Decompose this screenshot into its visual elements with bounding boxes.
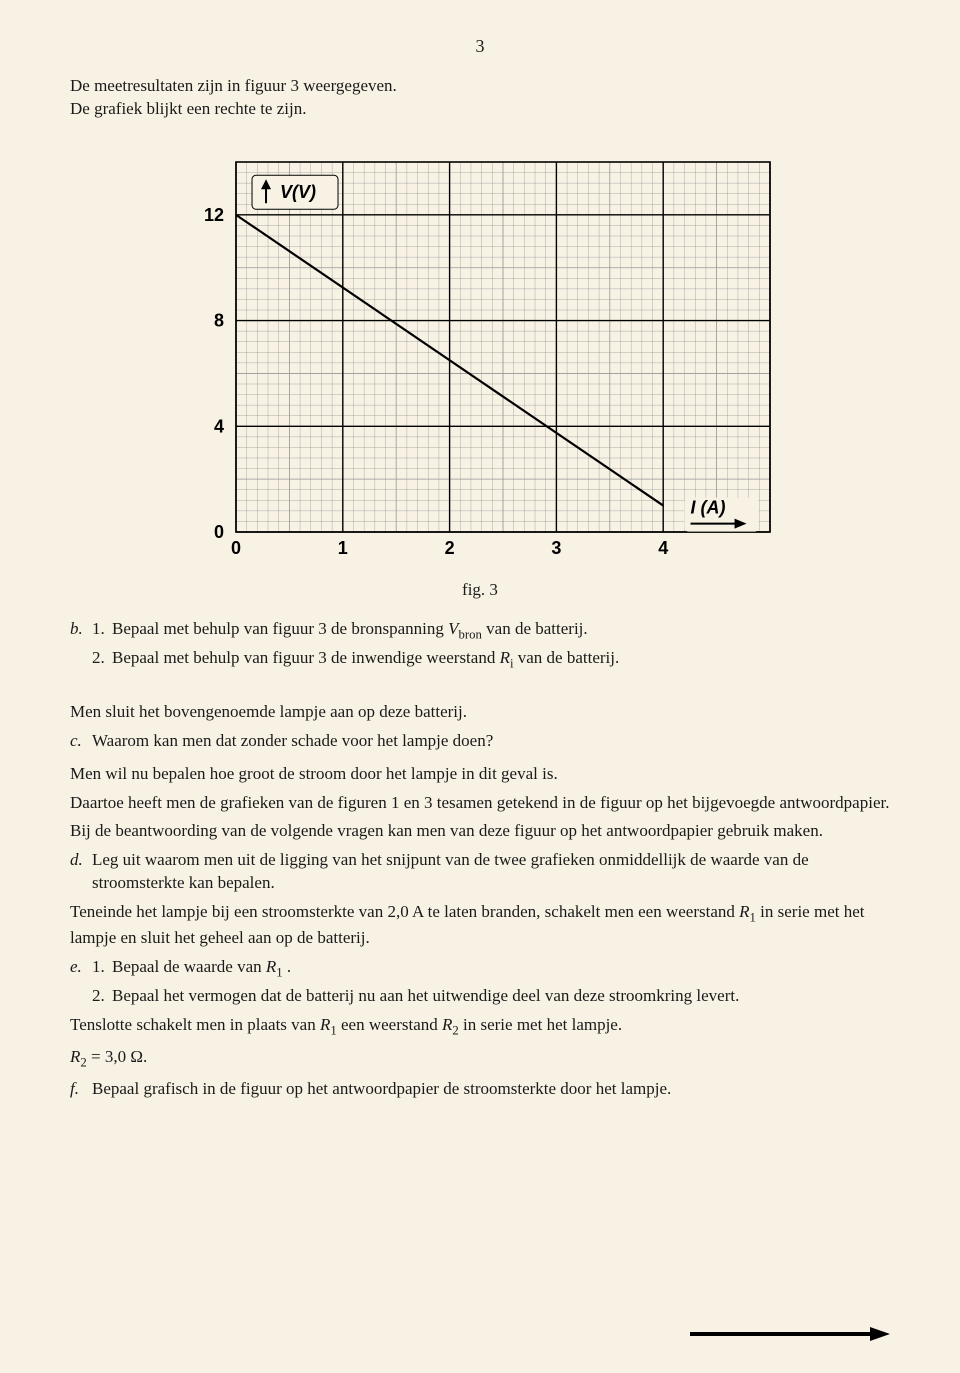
q-b-2-num: 2. [92,647,112,673]
q-b-2-text: Bepaal met behulp van figuur 3 de inwend… [112,647,619,673]
question-e: e. 1. Bepaal de waarde van R1 . 2. Bepaa… [70,956,890,1009]
svg-text:V(V): V(V) [280,182,316,202]
q-c-text: Waarom kan men dat zonder schade voor he… [92,730,493,753]
para-f-line2: R2 = 3,0 Ω. [70,1046,890,1072]
para-f-line1: Tenslotte schakelt men in plaats van R1 … [70,1014,890,1040]
q-e-1-num: 1. [92,956,112,982]
q-e-1-text: Bepaal de waarde van R1 . [112,956,291,982]
continue-arrow-icon [690,1325,890,1343]
para-before-d: Men wil nu bepalen hoe groot de stroom d… [70,763,890,844]
q-f-label: f. [70,1078,92,1101]
question-f: f. Bepaal grafisch in de figuur op het a… [70,1078,890,1101]
para-e: Teneinde het lampje bij een stroomsterkt… [70,901,890,950]
para-d-l1: Men wil nu bepalen hoe groot de stroom d… [70,763,890,786]
svg-text:1: 1 [338,538,348,558]
intro-text: De meetresultaten zijn in figuur 3 weerg… [70,75,890,120]
svg-text:12: 12 [204,204,224,224]
q-e-label: e. [70,956,92,982]
q-b-1-text: Bepaal met behulp van figuur 3 de bronsp… [112,618,588,644]
q-f-text: Bepaal grafisch in de figuur op het antw… [92,1078,671,1101]
para-d-l3: Bij de beantwoording van de volgende vra… [70,820,890,843]
para-c-intro: Men sluit het bovengenoemde lampje aan o… [70,701,890,724]
q-d-text: Leg uit waarom men uit de ligging van he… [92,849,890,895]
intro-line-2: De grafiek blijkt een rechte te zijn. [70,98,890,119]
para-before-e: Teneinde het lampje bij een stroomsterkt… [70,901,890,950]
q-c-label: c. [70,730,92,753]
svg-text:4: 4 [658,538,668,558]
svg-text:2: 2 [445,538,455,558]
q-e-2-num: 2. [92,985,112,1008]
svg-text:0: 0 [231,538,241,558]
para-d-l2: Daartoe heeft men de grafieken van de fi… [70,792,890,815]
para-before-c: Men sluit het bovengenoemde lampje aan o… [70,701,890,724]
figure-3: 0481201234V(V)I (A) [70,142,890,572]
page-number: 3 [70,36,890,57]
question-d: d. Leg uit waarom men uit de ligging van… [70,849,890,895]
svg-text:3: 3 [551,538,561,558]
q-b-label: b. [70,618,92,644]
exam-page: { "page_number": "3", "intro": { "line1"… [0,0,960,1373]
q-e-2-text: Bepaal het vermogen dat de batterij nu a… [112,985,739,1008]
svg-text:I (A): I (A) [691,497,726,517]
chart-svg: 0481201234V(V)I (A) [170,142,790,572]
intro-line-1: De meetresultaten zijn in figuur 3 weerg… [70,75,890,96]
q-d-label: d. [70,849,92,895]
svg-text:4: 4 [214,416,224,436]
para-before-f: Tenslotte schakelt men in plaats van R1 … [70,1014,890,1071]
svg-text:8: 8 [214,310,224,330]
svg-text:0: 0 [214,522,224,542]
figure-caption: fig. 3 [70,580,890,600]
question-b: b. 1. Bepaal met behulp van figuur 3 de … [70,618,890,673]
q-b-1-num: 1. [92,618,112,644]
question-c: c. Waarom kan men dat zonder schade voor… [70,730,890,753]
